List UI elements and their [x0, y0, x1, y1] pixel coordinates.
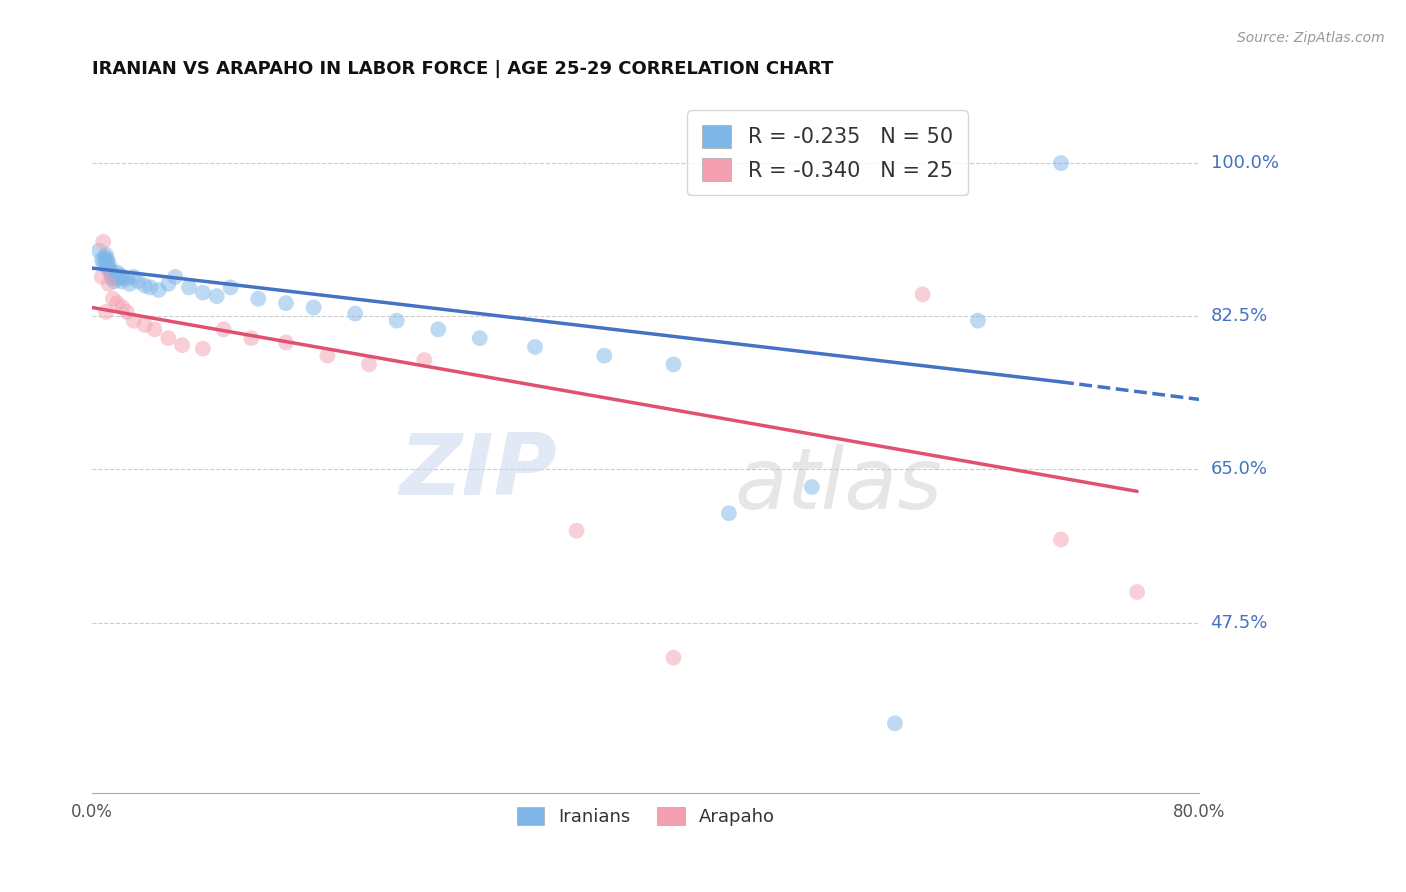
- Point: [98, 265, 121, 279]
- Point: [884, 716, 907, 731]
- Point: [177, 280, 200, 294]
- Point: [107, 271, 129, 285]
- Text: 100.0%: 100.0%: [1211, 154, 1278, 172]
- Point: [800, 480, 823, 494]
- Point: [134, 318, 156, 332]
- Point: [468, 331, 491, 345]
- Point: [247, 292, 270, 306]
- Point: [165, 269, 187, 284]
- Point: [97, 257, 120, 271]
- Point: [108, 268, 131, 282]
- Point: [101, 292, 124, 306]
- Point: [94, 305, 117, 319]
- Point: [101, 268, 124, 282]
- Point: [524, 340, 547, 354]
- Point: [122, 269, 145, 284]
- Point: [316, 349, 339, 363]
- Point: [127, 274, 149, 288]
- Text: 47.5%: 47.5%: [1211, 614, 1268, 632]
- Point: [143, 322, 166, 336]
- Point: [911, 287, 934, 301]
- Point: [344, 307, 367, 321]
- Point: [103, 274, 125, 288]
- Point: [212, 322, 235, 336]
- Point: [191, 285, 214, 300]
- Text: ZIP: ZIP: [399, 430, 557, 513]
- Point: [94, 254, 117, 268]
- Point: [274, 296, 297, 310]
- Point: [967, 313, 990, 327]
- Point: [240, 331, 263, 345]
- Point: [413, 353, 436, 368]
- Point: [90, 252, 112, 267]
- Point: [105, 296, 128, 310]
- Point: [101, 271, 124, 285]
- Point: [94, 248, 117, 262]
- Point: [205, 289, 228, 303]
- Point: [302, 301, 325, 315]
- Point: [97, 261, 120, 276]
- Point: [717, 506, 740, 520]
- Point: [111, 269, 134, 284]
- Point: [115, 305, 138, 319]
- Point: [96, 252, 118, 267]
- Point: [191, 342, 214, 356]
- Legend: Iranians, Arapaho: Iranians, Arapaho: [509, 799, 782, 833]
- Point: [1126, 585, 1149, 599]
- Text: Source: ZipAtlas.com: Source: ZipAtlas.com: [1237, 31, 1385, 45]
- Text: 82.5%: 82.5%: [1211, 307, 1268, 326]
- Point: [565, 524, 588, 538]
- Point: [357, 358, 380, 372]
- Text: atlas: atlas: [734, 443, 942, 526]
- Point: [104, 269, 127, 284]
- Point: [662, 650, 685, 665]
- Point: [98, 263, 121, 277]
- Point: [134, 278, 156, 293]
- Point: [122, 313, 145, 327]
- Point: [115, 271, 138, 285]
- Point: [111, 301, 134, 315]
- Point: [172, 338, 194, 352]
- Point: [87, 244, 110, 258]
- Point: [157, 331, 180, 345]
- Point: [91, 257, 114, 271]
- Point: [139, 280, 162, 294]
- Point: [110, 274, 132, 288]
- Point: [90, 269, 112, 284]
- Point: [157, 277, 180, 291]
- Point: [93, 251, 115, 265]
- Point: [274, 335, 297, 350]
- Point: [91, 235, 114, 249]
- Text: 65.0%: 65.0%: [1211, 460, 1268, 478]
- Point: [1050, 533, 1073, 547]
- Point: [427, 322, 450, 336]
- Point: [148, 283, 170, 297]
- Point: [97, 277, 120, 291]
- Point: [662, 358, 685, 372]
- Point: [593, 349, 616, 363]
- Point: [105, 265, 128, 279]
- Point: [94, 260, 117, 274]
- Point: [385, 313, 408, 327]
- Point: [118, 277, 141, 291]
- Point: [1050, 156, 1073, 170]
- Point: [219, 280, 242, 294]
- Point: [100, 269, 122, 284]
- Text: IRANIAN VS ARAPAHO IN LABOR FORCE | AGE 25-29 CORRELATION CHART: IRANIAN VS ARAPAHO IN LABOR FORCE | AGE …: [93, 60, 834, 78]
